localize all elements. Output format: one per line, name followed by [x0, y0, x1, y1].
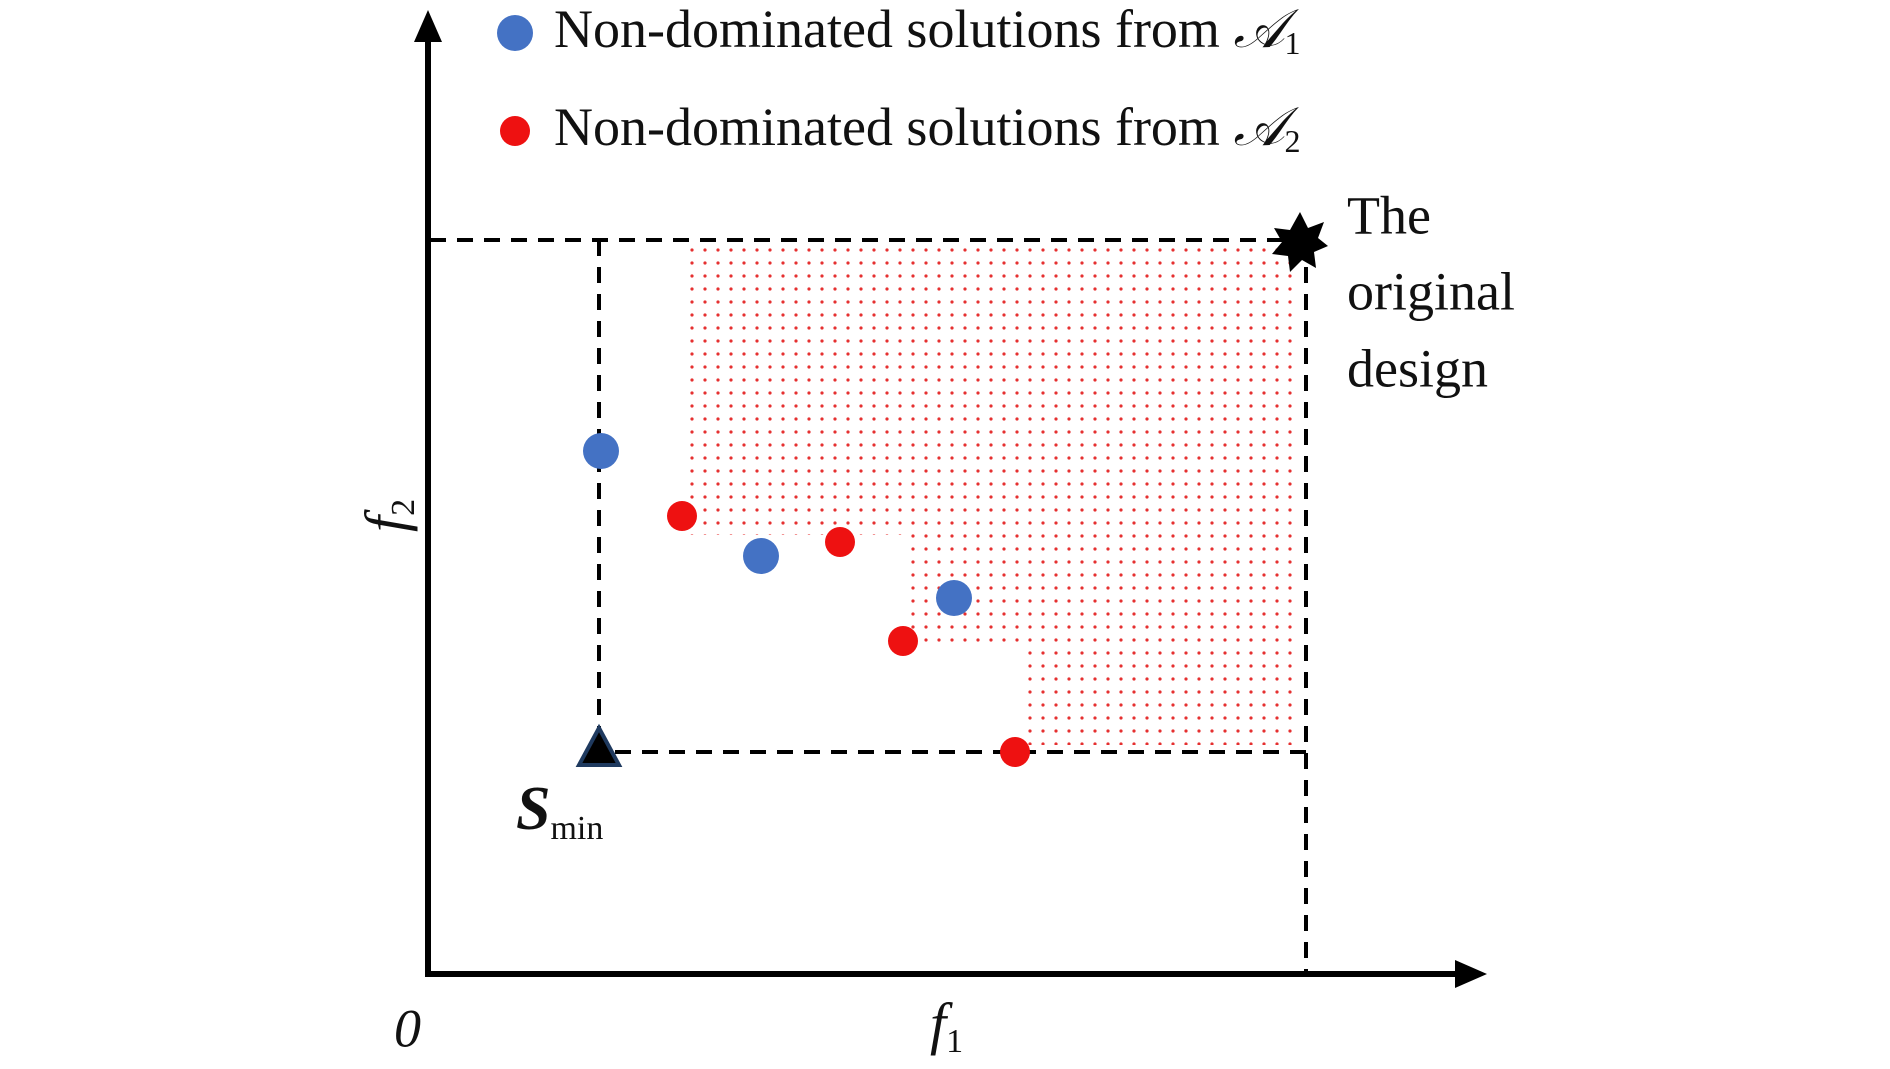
solution-point	[936, 580, 972, 616]
original-design-marker	[1272, 212, 1328, 272]
annotation: design	[1347, 338, 1488, 398]
y-axis-label: f2	[353, 499, 421, 532]
guide-lines	[430, 238, 1308, 972]
legend-marker	[497, 15, 533, 51]
blue-points	[583, 433, 972, 616]
solution-point	[743, 538, 779, 574]
y-arrow	[414, 10, 442, 42]
legend-marker	[500, 116, 530, 146]
dominated-region	[690, 243, 1296, 745]
legend-entry: Non-dominated solutions from 𝒜1	[554, 0, 1301, 61]
solution-point	[583, 433, 619, 469]
min-label-subscript: min	[550, 810, 603, 847]
legend-text: Non-dominated solutions from	[554, 97, 1233, 157]
solution-point	[1000, 737, 1030, 767]
annotation: original	[1347, 261, 1515, 321]
min-label: Smin	[516, 775, 603, 847]
x-label-subscript: 1	[946, 1023, 963, 1060]
x-arrow	[1455, 960, 1487, 988]
legend-subscript: 2	[1285, 123, 1301, 159]
min-label-text: S	[516, 775, 550, 843]
solution-point	[888, 626, 918, 656]
legend-text: Non-dominated solutions from	[554, 0, 1233, 59]
legend-entry: Non-dominated solutions from 𝒜2	[554, 97, 1301, 159]
axes	[414, 10, 1487, 988]
solution-point	[667, 501, 697, 531]
y-label-subscript: 2	[385, 499, 422, 516]
legend-subscript: 1	[1285, 25, 1301, 61]
origin-label: 0	[394, 998, 421, 1058]
solution-point	[825, 527, 855, 557]
red-points	[667, 501, 1030, 767]
annotation: The	[1347, 185, 1431, 245]
min-point-marker	[575, 723, 623, 767]
x-axis-label: f1	[930, 991, 963, 1059]
